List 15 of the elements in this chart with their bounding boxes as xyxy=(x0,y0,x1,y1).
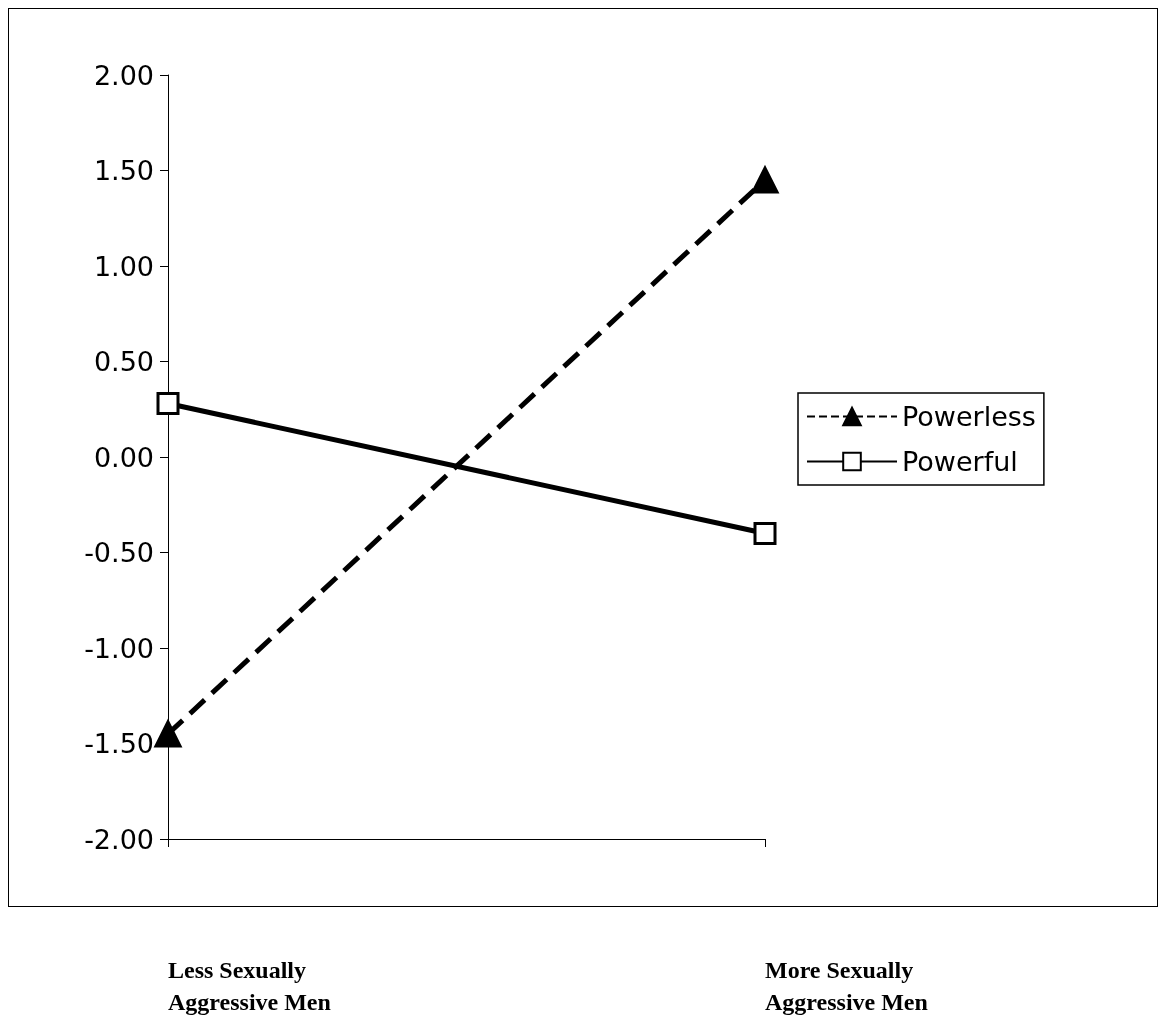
y-tick-label: 2.00 xyxy=(93,59,154,91)
point xyxy=(753,521,777,545)
x-tick-label: More Sexually Aggressive Men xyxy=(765,957,928,1015)
y-tick-label: -2.00 xyxy=(84,823,154,855)
legend-label: Powerful xyxy=(902,446,1018,477)
y-tick-label: 0.00 xyxy=(93,441,154,473)
legend-label: Powerless xyxy=(902,401,1036,432)
y-tick-label: -1.00 xyxy=(84,632,154,664)
y-tick-label: 1.00 xyxy=(93,250,154,282)
y-tick-label: 0.50 xyxy=(93,346,154,377)
y-tick-label: 1.50 xyxy=(93,155,154,186)
y-tick-label: -1.50 xyxy=(84,728,154,759)
point xyxy=(156,392,180,416)
x-tick-label: Less Sexually Aggressive Men xyxy=(168,957,331,1015)
y-tick-label: -0.50 xyxy=(84,537,154,568)
